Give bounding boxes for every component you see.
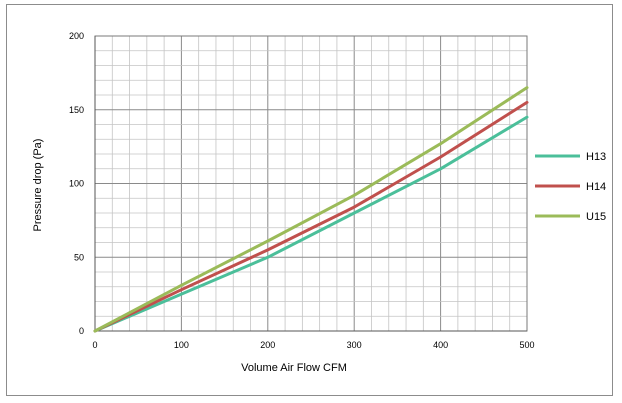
legend: H13 H14 U15 bbox=[535, 151, 606, 223]
series-lines bbox=[93, 86, 529, 333]
legend-label-u15: U15 bbox=[586, 211, 606, 223]
series-line-h13 bbox=[93, 115, 529, 333]
x-tick-label: 100 bbox=[174, 340, 189, 350]
grid bbox=[94, 35, 528, 332]
y-axis-title: Pressure drop (Pa) bbox=[32, 139, 44, 232]
x-tick-label: 500 bbox=[519, 340, 534, 350]
x-tick-label: 400 bbox=[433, 340, 448, 350]
legend-label-h13: H13 bbox=[586, 151, 606, 163]
series-line-h14 bbox=[93, 100, 529, 333]
series-line-u15 bbox=[93, 86, 529, 333]
legend-label-h14: H14 bbox=[586, 181, 606, 193]
x-tick-label: 200 bbox=[260, 340, 275, 350]
y-tick-label: 50 bbox=[74, 252, 84, 262]
y-tick-label: 150 bbox=[69, 105, 84, 115]
x-axis-title: Volume Air Flow CFM bbox=[241, 362, 347, 374]
x-tick-label: 0 bbox=[92, 340, 97, 350]
y-tick-label: 100 bbox=[69, 179, 84, 189]
x-tick-label: 300 bbox=[347, 340, 362, 350]
y-tick-label: 200 bbox=[69, 31, 84, 41]
tick-labels: 0 100 200 300 400 500 0 50 100 150 200 bbox=[69, 31, 535, 350]
y-tick-label: 0 bbox=[79, 326, 84, 336]
